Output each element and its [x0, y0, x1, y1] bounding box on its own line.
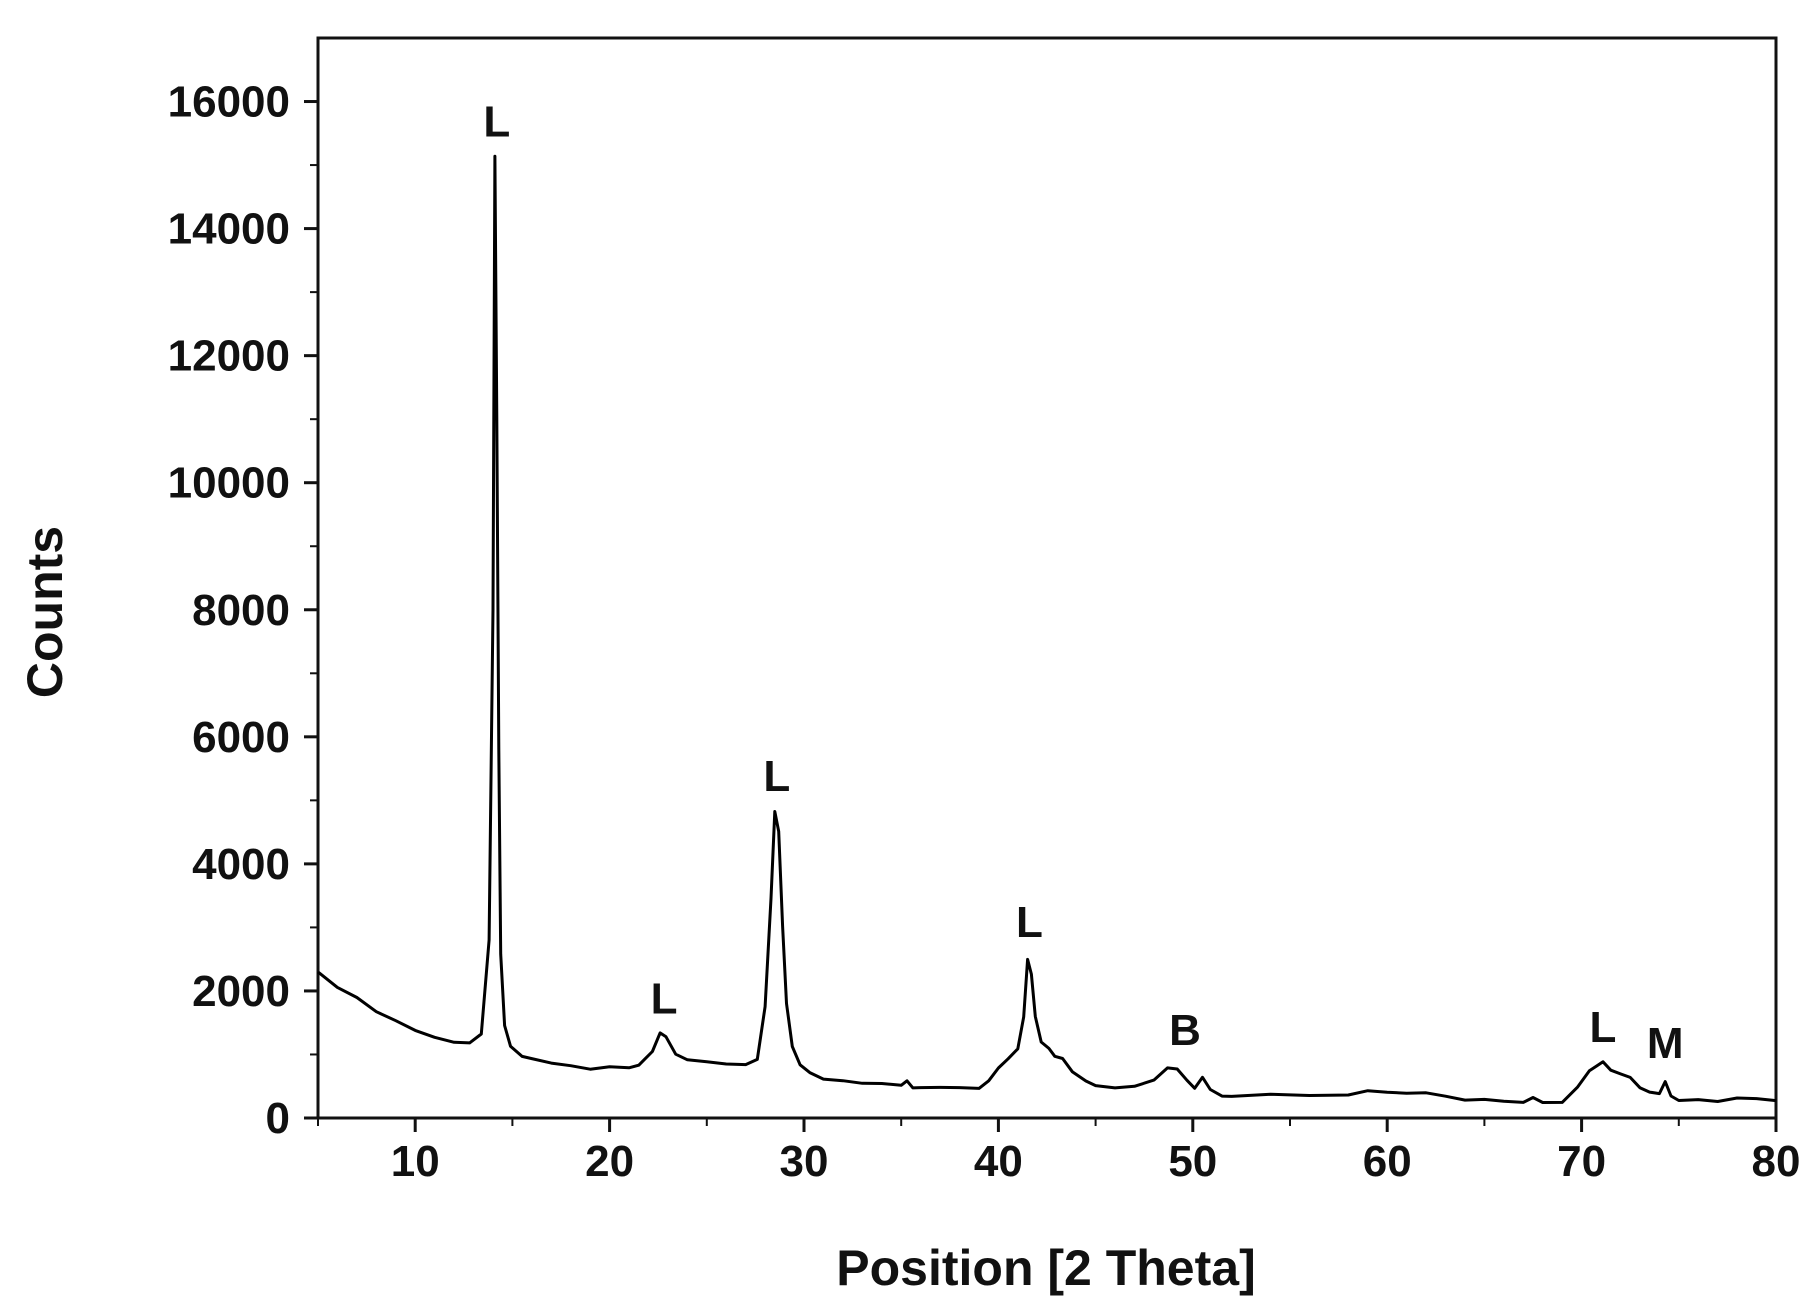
plot-frame: [316, 36, 1778, 1120]
x-tick-label: 70: [1557, 1137, 1606, 1186]
y-tick-label: 16000: [168, 78, 290, 127]
y-axis-title: Counts: [17, 526, 73, 698]
peak-label: B: [1169, 1006, 1201, 1055]
y-tick-label: 12000: [168, 332, 290, 381]
x-tick-label: 40: [974, 1137, 1023, 1186]
x-axis-title: Position [2 Theta]: [836, 1240, 1255, 1296]
y-tick-label: 8000: [192, 586, 290, 635]
y-tick-label: 4000: [192, 840, 290, 889]
x-axis-ticks: [317, 1118, 1778, 1132]
peak-label: M: [1647, 1019, 1684, 1068]
peak-label: L: [1016, 898, 1043, 947]
x-tick-label: 20: [585, 1137, 634, 1186]
y-tick-label: 14000: [168, 205, 290, 254]
y-axis-tick-labels: 0 2000 4000 6000 8000 10000 12000 14000 16000: [168, 78, 290, 1143]
y-tick-label: 10000: [168, 459, 290, 508]
peak-label: L: [483, 98, 510, 147]
peak-label: L: [763, 752, 790, 801]
peak-label: L: [651, 974, 678, 1023]
y-tick-label: 6000: [192, 713, 290, 762]
x-tick-label: 10: [391, 1137, 440, 1186]
x-tick-label: 30: [780, 1137, 829, 1186]
diffraction-pattern-line: [317, 154, 1777, 1104]
x-tick-label: 50: [1168, 1137, 1217, 1186]
x-tick-label: 80: [1752, 1137, 1801, 1186]
y-tick-label: 2000: [192, 967, 290, 1016]
y-axis-ticks: [304, 100, 318, 1120]
x-tick-label: 60: [1363, 1137, 1412, 1186]
y-tick-label: 0: [266, 1094, 290, 1143]
x-axis-tick-labels: 10 20 30 40 50 60 70 80: [391, 1137, 1801, 1186]
peak-label: L: [1590, 1003, 1617, 1052]
